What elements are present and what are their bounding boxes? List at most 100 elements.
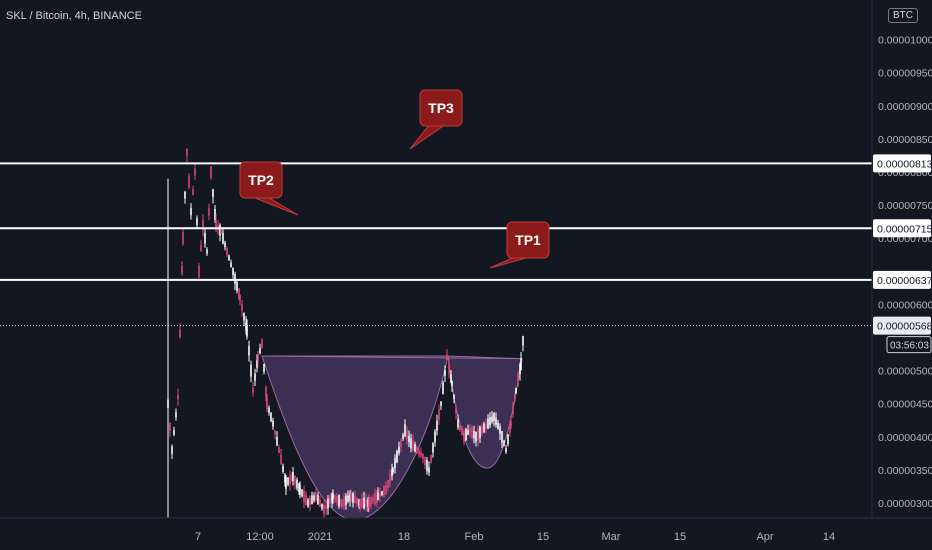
candle-body bbox=[391, 469, 393, 476]
candle-body bbox=[323, 504, 325, 515]
callout-box[interactable] bbox=[506, 221, 550, 259]
candle-body bbox=[341, 499, 343, 507]
candle-body bbox=[420, 452, 422, 457]
candle-body bbox=[340, 499, 342, 505]
candle-body bbox=[489, 417, 491, 426]
candle-body bbox=[442, 382, 444, 395]
callout-box[interactable] bbox=[419, 89, 463, 127]
candle-body bbox=[487, 418, 489, 429]
candle-body bbox=[424, 457, 426, 466]
candle-body bbox=[263, 363, 265, 372]
candle-body bbox=[282, 465, 284, 473]
candle-body bbox=[222, 232, 224, 244]
candle-body bbox=[257, 353, 259, 361]
candle-body bbox=[406, 429, 408, 440]
bar-countdown-text: 03:56:03 bbox=[890, 341, 929, 352]
price-tick-label: 0.00000950 bbox=[878, 68, 932, 80]
candle-body bbox=[232, 267, 234, 275]
target-callouts[interactable]: TP1 TP2 TP3 bbox=[239, 89, 550, 269]
candle-body bbox=[254, 373, 256, 381]
candle-body bbox=[367, 499, 369, 507]
symbol-legend: SKL / Bitcoin, 4h, BINANCE bbox=[6, 10, 142, 22]
candle-body bbox=[398, 446, 400, 454]
candle-body bbox=[319, 499, 321, 507]
candle-body bbox=[426, 459, 428, 472]
candle-body bbox=[345, 495, 347, 505]
candle-body bbox=[467, 430, 469, 435]
current-price-label[interactable] bbox=[873, 316, 931, 335]
candle-body bbox=[224, 242, 226, 248]
candle-body bbox=[301, 489, 303, 497]
time-axis[interactable]: 7 12:00 2021 18 Feb 15 Mar 15 Apr 14 bbox=[0, 517, 932, 550]
candle-body bbox=[481, 426, 483, 434]
time-tick-label: 14 bbox=[823, 531, 835, 543]
time-tick-label: 15 bbox=[537, 531, 549, 543]
price-tick-label: 0.00000350 bbox=[878, 465, 932, 477]
candle-body bbox=[196, 218, 198, 225]
candle-body bbox=[363, 497, 365, 509]
candle-body bbox=[276, 437, 278, 446]
currency-badge[interactable]: BTC bbox=[888, 8, 918, 23]
candle-body bbox=[167, 399, 169, 408]
candle-body bbox=[517, 374, 519, 386]
candle-body bbox=[230, 262, 232, 268]
candle-body bbox=[509, 424, 511, 434]
candle-body bbox=[519, 364, 521, 375]
candle-body bbox=[507, 434, 509, 445]
candle-body bbox=[491, 416, 493, 422]
horizontal-lines bbox=[0, 162, 872, 327]
callout-box[interactable] bbox=[239, 161, 283, 199]
candle-body bbox=[451, 381, 453, 387]
candle-body bbox=[186, 148, 188, 156]
price-axis[interactable]: 0.00000300 0.00000350 0.00000400 0.00000450… bbox=[871, 0, 932, 550]
candle-body bbox=[459, 425, 461, 431]
candle-body bbox=[515, 387, 517, 394]
target-price-label[interactable] bbox=[873, 270, 931, 289]
candle-body bbox=[416, 447, 418, 454]
candle-body bbox=[495, 417, 497, 425]
candle-body bbox=[200, 245, 202, 252]
candle-body bbox=[463, 431, 465, 443]
candle-body bbox=[315, 492, 317, 501]
candle-body bbox=[453, 395, 455, 400]
candle-body bbox=[246, 325, 248, 337]
candle-body bbox=[198, 265, 200, 277]
candle-body bbox=[182, 232, 184, 245]
candle-body bbox=[428, 467, 430, 473]
candle-body bbox=[361, 498, 363, 508]
candle-body bbox=[250, 364, 252, 377]
candle-body bbox=[292, 472, 294, 481]
candle-body bbox=[245, 322, 247, 331]
candle-body bbox=[311, 495, 313, 505]
candle-body bbox=[359, 498, 361, 508]
candle-body bbox=[469, 427, 471, 433]
candle-body bbox=[239, 294, 241, 301]
candle-body bbox=[358, 499, 360, 506]
price-tick-label: 0.00000450 bbox=[878, 399, 932, 411]
candle-body bbox=[402, 434, 404, 439]
candle-body bbox=[432, 443, 434, 453]
candle-body bbox=[505, 447, 507, 453]
candle-body bbox=[248, 345, 250, 356]
candle-body bbox=[334, 494, 336, 501]
target-price-label[interactable] bbox=[873, 154, 931, 173]
target-price-label[interactable] bbox=[873, 219, 931, 238]
candle-body bbox=[436, 420, 438, 431]
price-tick-label: 0.00000300 bbox=[878, 498, 932, 510]
candle-body bbox=[471, 426, 473, 439]
candle-body bbox=[236, 281, 238, 291]
candle-body bbox=[214, 208, 216, 220]
time-tick-label: Mar bbox=[602, 531, 621, 543]
candle-body bbox=[450, 374, 452, 383]
price-label-text: 0.00000637 bbox=[877, 275, 932, 287]
candle-body bbox=[268, 407, 270, 414]
candle-body bbox=[181, 265, 183, 275]
candle-body bbox=[510, 421, 512, 426]
candle-body bbox=[252, 388, 254, 393]
time-tick-label: Feb bbox=[465, 531, 484, 543]
candle-body bbox=[228, 255, 230, 261]
time-tick-label: 15 bbox=[674, 531, 686, 543]
candle-body bbox=[177, 394, 179, 400]
candle-body bbox=[493, 412, 495, 422]
